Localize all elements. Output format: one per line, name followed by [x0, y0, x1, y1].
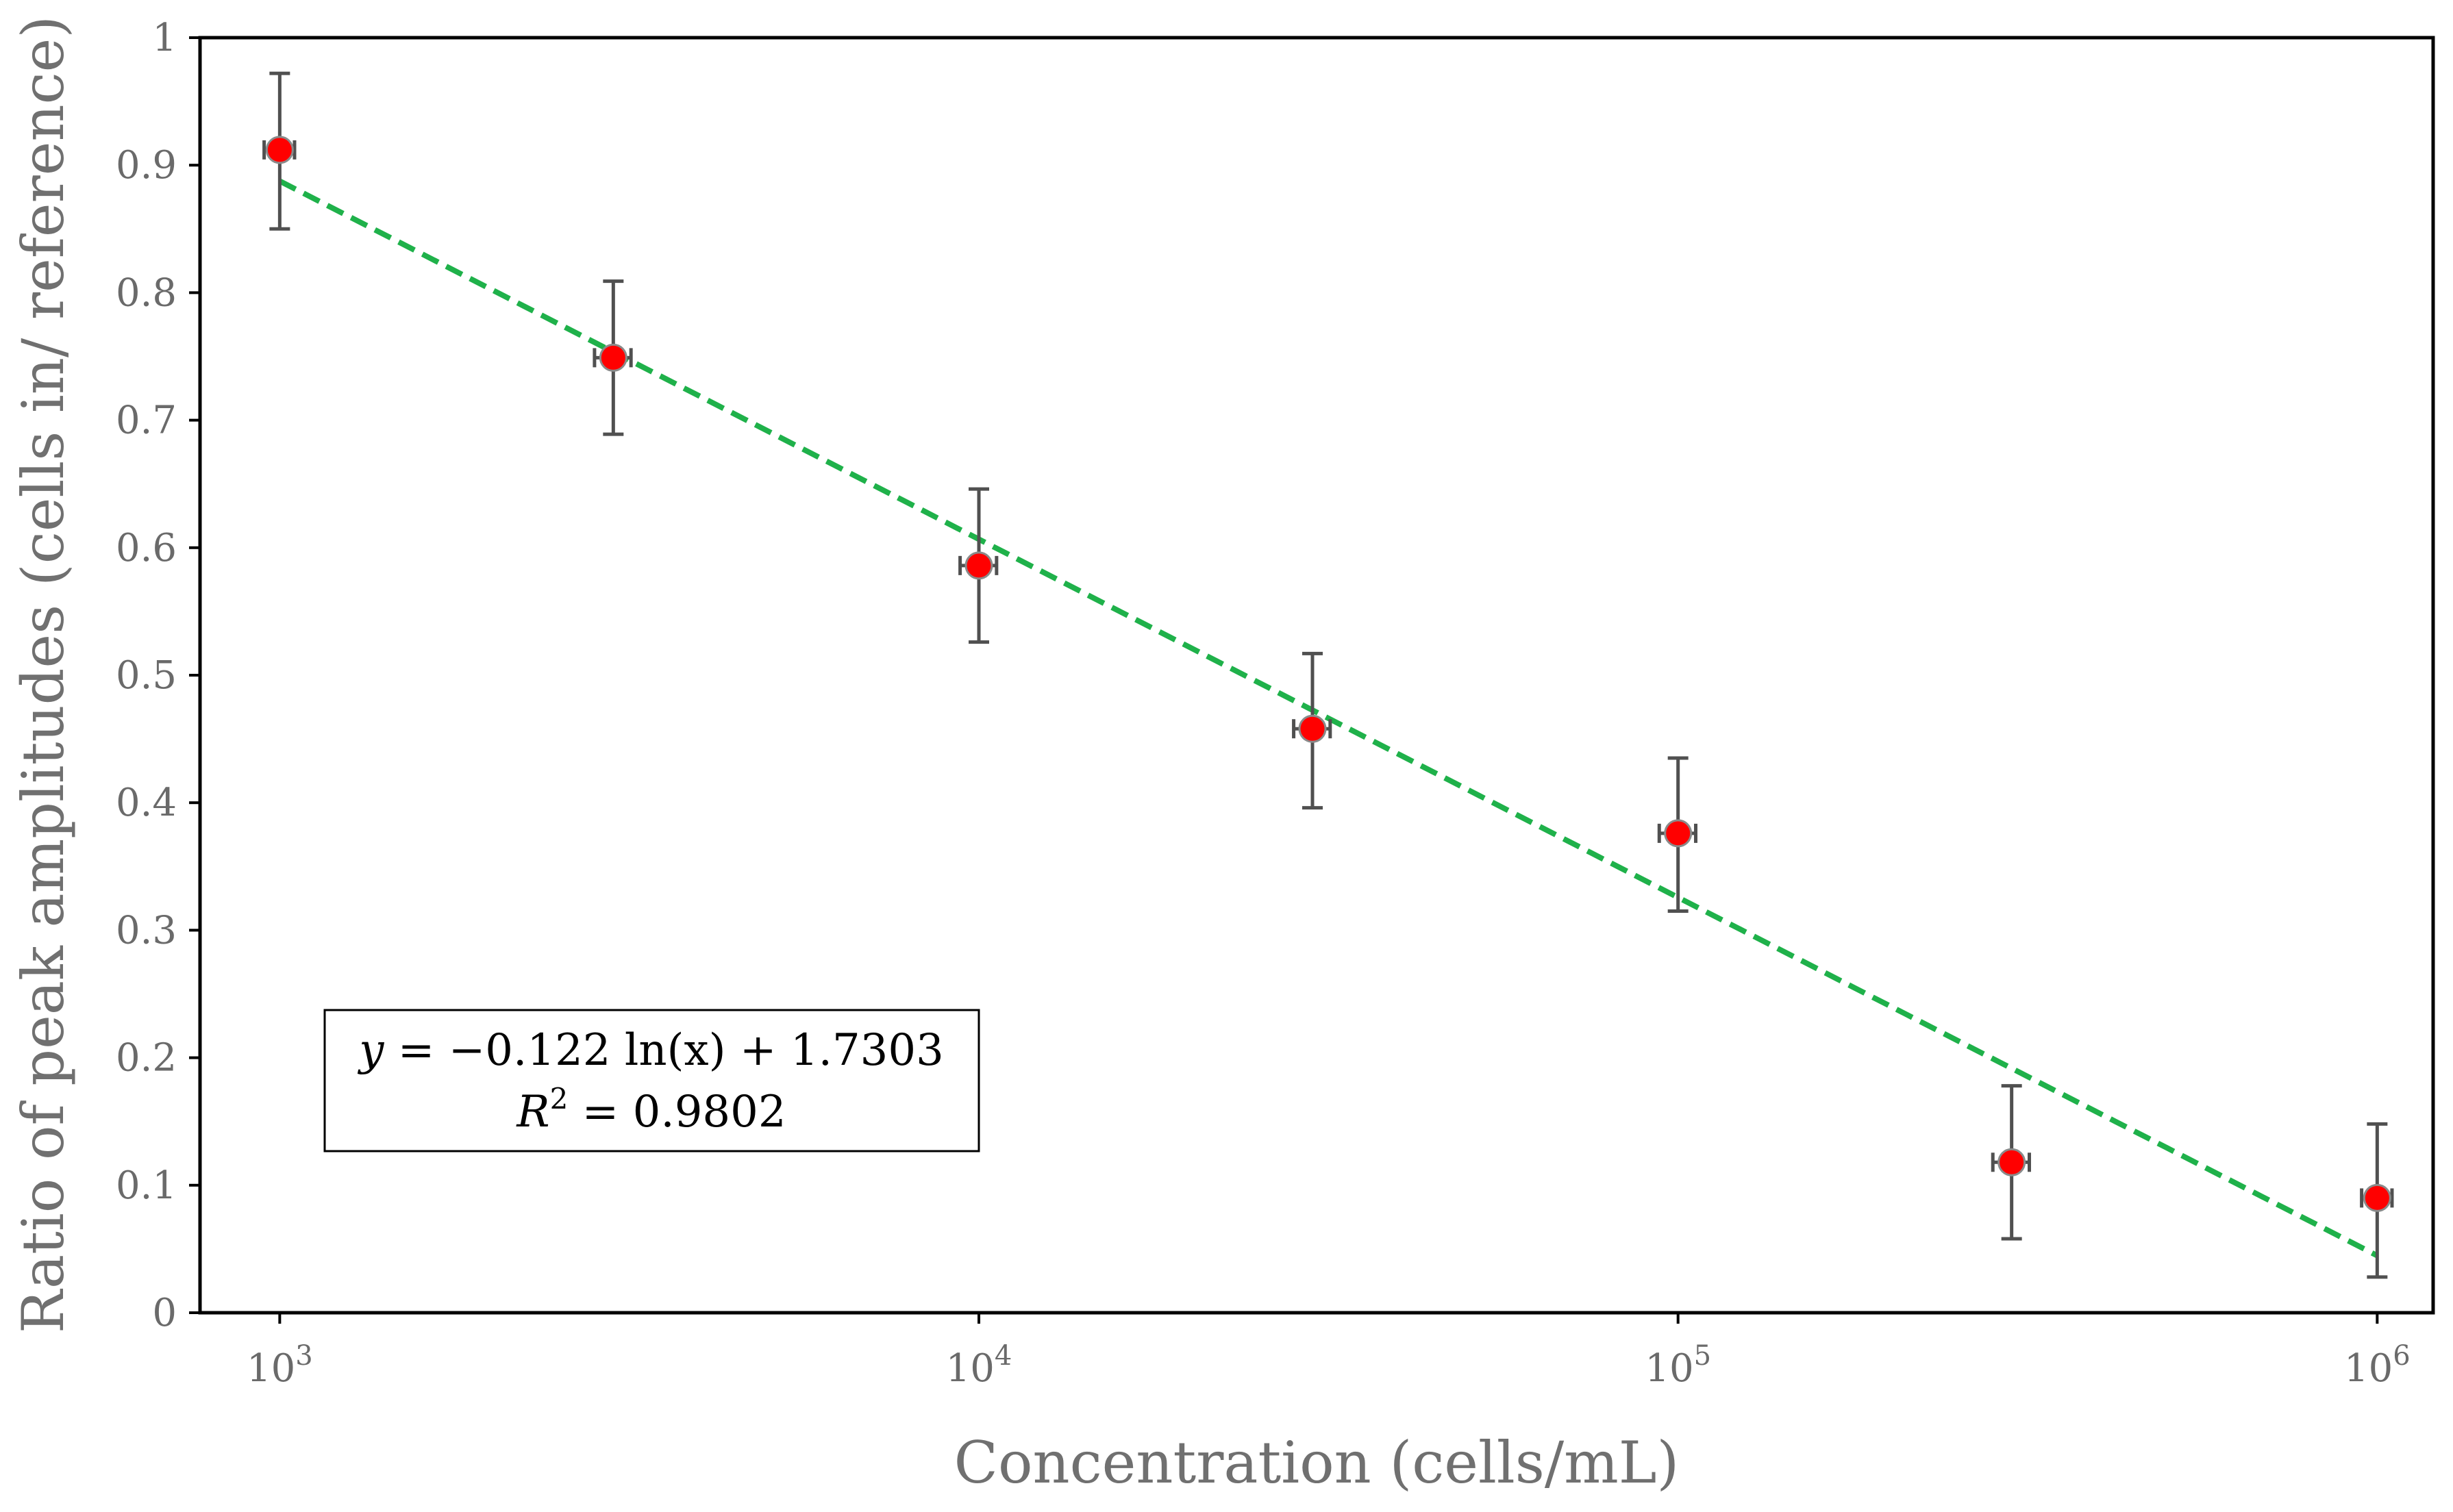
r-squared-line: R2 = 0.9802 [516, 1082, 786, 1137]
y-tick-label: 0.6 [116, 526, 177, 570]
x-tick-label: 106 [2344, 1340, 2411, 1391]
equation-body: = −0.122 ln(x) + 1.7303 [384, 1025, 943, 1076]
data-point [958, 487, 999, 644]
equation-line: y = −0.122 ln(x) + 1.7303 [357, 1025, 944, 1076]
y-tick-label: 0.3 [116, 908, 177, 953]
y-axis-ticks: 0 0.1 0.2 0.3 0.4 0.5 0.6 0.7 0.8 0.9 1 [116, 16, 200, 1335]
equation-prefix: y [357, 1025, 384, 1076]
data-marker [1997, 1148, 2026, 1176]
data-marker [964, 551, 993, 580]
data-point [1991, 1084, 2031, 1241]
x-tick-label: 103 [247, 1340, 313, 1391]
data-point [2360, 1122, 2394, 1279]
y-tick-label: 0.5 [116, 653, 177, 698]
x-axis-ticks: 103 104 105 106 [247, 1313, 2411, 1391]
y-tick-label: 0.1 [116, 1163, 177, 1208]
data-point [1657, 756, 1698, 913]
trendline [278, 178, 2379, 1259]
y-tick-label: 0 [152, 1291, 177, 1335]
data-marker [599, 343, 627, 372]
y-tick-label: 0.2 [116, 1036, 177, 1081]
data-point [1292, 651, 1332, 810]
data-marker [1664, 819, 1693, 848]
x-tick-label: 105 [1645, 1340, 1711, 1391]
y-tick-label: 0.4 [116, 781, 177, 825]
y-tick-label: 1 [152, 16, 177, 60]
y-tick-label: 0.7 [116, 399, 177, 443]
data-point [262, 71, 297, 231]
x-axis-label: Concentration (cells/mL) [954, 1429, 1680, 1496]
data-marker [2363, 1183, 2391, 1212]
r2-prefix: R [516, 1087, 549, 1137]
data-point [593, 279, 633, 436]
data-points [262, 71, 2394, 1279]
x-tick-label: 104 [946, 1340, 1012, 1391]
equation-box: y = −0.122 ln(x) + 1.7303 R2 = 0.9802 [323, 1009, 980, 1152]
y-tick-label: 0.8 [116, 270, 177, 315]
data-marker [265, 136, 294, 164]
y-axis-label: Ratio of peak amplitudes (cells in/ refe… [10, 16, 77, 1333]
data-marker [1298, 714, 1327, 743]
y-tick-label: 0.9 [116, 143, 177, 188]
r2-superscript: 2 [550, 1082, 569, 1116]
r2-body: = 0.9802 [568, 1087, 786, 1137]
